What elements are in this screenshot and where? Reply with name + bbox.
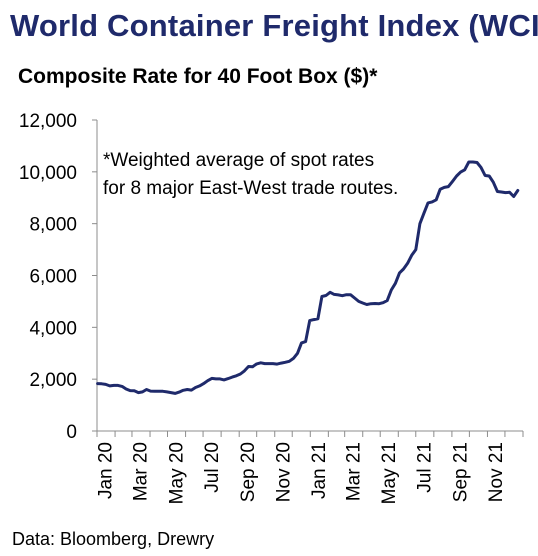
y-tick-label: 8,000 bbox=[29, 215, 77, 236]
y-tick-label: 0 bbox=[66, 422, 77, 443]
source-note: Data: Bloomberg, Drewry bbox=[12, 529, 215, 549]
wci-series-line bbox=[96, 160, 520, 395]
x-tick-label: Mar 21 bbox=[343, 442, 364, 501]
annotation-text: for 8 major East-West trade routes. bbox=[103, 178, 398, 199]
y-tick-label: 6,000 bbox=[29, 267, 77, 288]
x-tick-label: Sep 21 bbox=[451, 442, 472, 502]
y-tick-label: 10,000 bbox=[19, 163, 77, 184]
x-tick-label: Jul 21 bbox=[415, 442, 436, 493]
x-tick-label: May 21 bbox=[379, 442, 400, 504]
y-tick-label: 2,000 bbox=[29, 370, 77, 391]
x-tick-label: Jan 20 bbox=[96, 442, 117, 499]
y-tick-label: 12,000 bbox=[19, 111, 77, 132]
x-tick-label: Mar 20 bbox=[131, 442, 152, 501]
x-tick-label: Nov 21 bbox=[486, 442, 507, 502]
x-tick-label: Jan 21 bbox=[309, 442, 330, 499]
x-tick-label: Jul 20 bbox=[202, 442, 223, 493]
y-tick-label: 4,000 bbox=[29, 318, 77, 339]
chart-subtitle: Composite Rate for 40 Foot Box ($)* bbox=[18, 65, 378, 88]
annotation-text: *Weighted average of spot rates bbox=[103, 150, 374, 171]
chart-title: World Container Freight Index (WCI) bbox=[10, 8, 538, 43]
x-tick-label: May 20 bbox=[166, 442, 187, 504]
x-tick-label: Nov 20 bbox=[273, 442, 294, 502]
x-tick-label: Sep 20 bbox=[238, 442, 259, 502]
